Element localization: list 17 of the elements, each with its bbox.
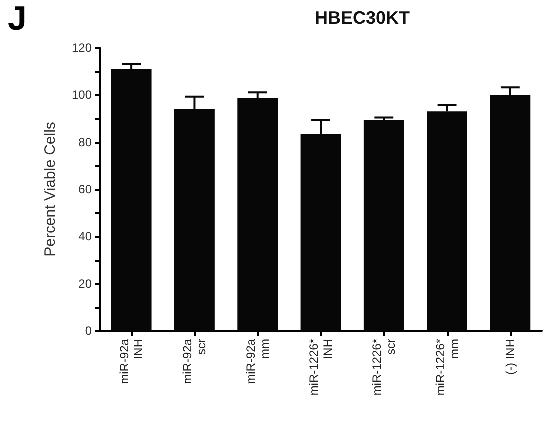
x-tick-label: miR-92a INH xyxy=(118,338,146,384)
x-tick-label: miR-92a mm xyxy=(244,338,272,384)
y-tick-label: 100 xyxy=(72,88,92,102)
y-tick-label: 120 xyxy=(72,41,92,55)
y-tick-label: 80 xyxy=(78,135,92,150)
y-tick-label: 60 xyxy=(78,182,92,196)
x-tick-label: miR-1226* mm xyxy=(433,338,462,396)
y-tick-label: 0 xyxy=(85,324,92,338)
y-tick-label: 20 xyxy=(78,276,92,291)
text: J xyxy=(8,0,27,38)
x-tick-label: miR-1226* INH xyxy=(307,338,335,396)
x-tick-label: miR-92a scr xyxy=(180,338,209,384)
y-axis-title: Percent Viable Cells xyxy=(42,122,59,257)
x-tick-label: (-) INH xyxy=(503,339,518,375)
y-tick-label: 40 xyxy=(78,230,92,244)
x-tick-label: miR-1226* scr xyxy=(370,338,398,396)
chart-title: HBEC30KT xyxy=(315,8,410,28)
